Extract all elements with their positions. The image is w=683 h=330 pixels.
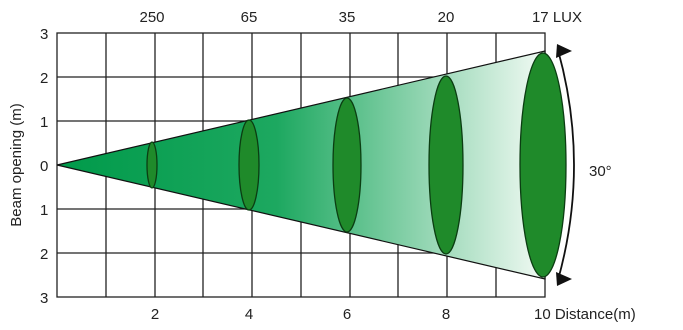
x-tick-label: 4 [245,306,253,323]
y-tick-label: 3 [40,290,48,307]
x-tick-label: 8 [442,306,450,323]
y-tick-label: 3 [40,26,48,43]
lux-label-4m: 65 [241,9,258,26]
arrowhead-up-icon [556,44,572,58]
beam-section-6m [332,97,362,233]
beam-section-2m [146,141,158,189]
beam-section-8m [428,75,464,255]
y-tick-label: 0 [40,158,48,175]
beam-section-10m [519,52,567,278]
x-tick-label: 6 [343,306,351,323]
y-tick-label: 1 [40,114,48,131]
y-tick-label: 2 [40,70,48,87]
lux-label-6m: 35 [339,9,356,26]
x-axis-end-label: 10 Distance(m) [534,306,636,323]
lux-label-2m: 250 [139,9,164,26]
y-axis-label: Beam opening (m) [8,103,25,226]
angle-arc [557,49,575,281]
beam-section-4m [238,119,260,211]
arrowhead-down-icon [556,272,572,286]
y-tick-label: 1 [40,202,48,219]
x-tick-label: 2 [151,306,159,323]
beam-angle-label: 30° [589,163,612,180]
lux-label-8m: 20 [438,9,455,26]
lux-label-10m: 17 LUX [532,9,582,26]
y-tick-label: 2 [40,246,48,263]
